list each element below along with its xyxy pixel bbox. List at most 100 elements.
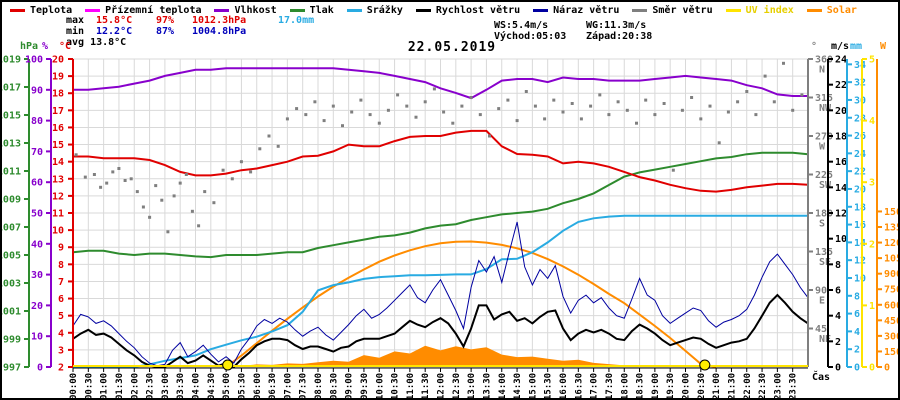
svg-text:1017: 1017: [2, 83, 21, 94]
svg-text:0: 0: [835, 363, 841, 374]
svg-text:14: 14: [854, 238, 866, 249]
svg-text:0: 0: [869, 363, 875, 374]
svg-text:16: 16: [52, 123, 64, 134]
svg-text:°: °: [811, 41, 817, 52]
svg-text:5: 5: [58, 311, 64, 322]
series-temperature: [73, 129, 809, 193]
series-wind-gust: [72, 221, 809, 367]
legend-item-vlhkost: Vlhkost: [214, 5, 277, 16]
legend-label-solar: Solar: [826, 5, 857, 16]
max-humidity: 97%: [156, 15, 175, 26]
svg-text:300: 300: [884, 331, 900, 342]
svg-text:4: 4: [58, 328, 64, 339]
svg-text:8: 8: [835, 260, 841, 271]
legend-item-teplota: Teplota: [10, 5, 72, 16]
legend-label-uv-index: UV index: [745, 5, 794, 16]
svg-text:11:00: 11:00: [406, 373, 416, 400]
svg-text:4: 4: [835, 311, 841, 322]
legend-item-srazky: Srážky: [346, 5, 403, 16]
legend-item-naraz-vetru: Náraz větru: [533, 5, 619, 16]
svg-text:08:30: 08:30: [329, 373, 339, 400]
sunrise-marker-icon: [222, 359, 234, 371]
svg-text:4: 4: [869, 116, 875, 127]
svg-text:270: 270: [815, 132, 833, 143]
svg-text:0: 0: [37, 363, 43, 374]
svg-text:70: 70: [31, 147, 43, 158]
svg-text:450: 450: [884, 316, 900, 327]
svg-text:8: 8: [58, 260, 64, 271]
svg-text:W: W: [819, 142, 826, 153]
svg-text:12:00: 12:00: [437, 373, 447, 400]
svg-text:45: 45: [815, 324, 827, 335]
svg-text:2: 2: [869, 239, 875, 250]
svg-text:1003: 1003: [2, 279, 21, 290]
svg-text:hPa: hPa: [20, 41, 38, 52]
legend-swatch-tlak: [289, 9, 305, 12]
svg-text:2: 2: [854, 345, 860, 356]
svg-text:180: 180: [815, 209, 833, 220]
svg-text:03:00: 03:00: [161, 373, 171, 400]
svg-text:06:00: 06:00: [253, 373, 263, 400]
svg-text:150: 150: [884, 347, 900, 358]
svg-text:11:30: 11:30: [421, 373, 431, 400]
max-pressure: 1012.3hPa: [192, 15, 247, 26]
legend-label-naraz-vetru: Náraz větru: [553, 5, 620, 16]
axis-uv: 5 4 3 2 1 0: [861, 55, 875, 374]
svg-text:30: 30: [854, 95, 866, 106]
svg-text:11: 11: [52, 209, 64, 220]
svg-text:3: 3: [869, 178, 875, 189]
sunrise-time: Východ:05:03: [494, 31, 567, 42]
svg-text:50: 50: [31, 209, 43, 220]
avg-temp: avg 13.8°C: [66, 37, 127, 48]
svg-text:21:30: 21:30: [727, 373, 737, 400]
svg-text:28: 28: [854, 113, 866, 124]
svg-text:16:30: 16:30: [574, 373, 584, 400]
gridlines: [73, 58, 808, 368]
svg-text:10: 10: [835, 234, 847, 245]
svg-text:15:30: 15:30: [544, 373, 554, 400]
svg-text:34: 34: [854, 60, 866, 71]
svg-text:18: 18: [854, 202, 866, 213]
svg-text:°C: °C: [59, 41, 71, 52]
svg-text:16: 16: [835, 157, 847, 168]
wind-gust-stat: WG:11.3m/s: [586, 20, 647, 31]
svg-text:18: 18: [52, 89, 64, 100]
svg-text:315: 315: [815, 93, 833, 104]
svg-text:40: 40: [31, 239, 43, 250]
legend-item-uv-index: UV index: [725, 5, 794, 16]
svg-text:16: 16: [854, 220, 866, 231]
svg-text:750: 750: [884, 285, 900, 296]
svg-text:05:30: 05:30: [237, 373, 247, 400]
svg-text:10:30: 10:30: [391, 373, 401, 400]
series-humidity: [73, 67, 808, 100]
svg-text:6: 6: [835, 286, 841, 297]
svg-text:10: 10: [52, 226, 64, 237]
chart-title: 22.05.2019: [407, 40, 497, 55]
svg-text:02:00: 02:00: [130, 373, 140, 400]
svg-text:19: 19: [52, 72, 64, 83]
sunset-marker-icon: [699, 359, 711, 371]
total-rain: 17.0mm: [278, 15, 315, 26]
svg-text:6: 6: [854, 309, 860, 320]
svg-text:13:30: 13:30: [482, 373, 492, 400]
svg-text:E: E: [819, 296, 825, 307]
legend-label-tlak: Tlak: [309, 5, 334, 16]
axis-time: 00:00 00:30 01:00 01:30 02:00 02:30 03:00 03:30…: [69, 367, 830, 400]
legend-swatch-teplota: [10, 9, 25, 12]
svg-text:09:30: 09:30: [360, 373, 370, 400]
svg-text:24: 24: [854, 149, 866, 160]
svg-text:12: 12: [854, 256, 866, 267]
svg-text:1001: 1001: [2, 307, 21, 318]
svg-text:14:30: 14:30: [513, 373, 523, 400]
series-rain-cumulative: [73, 214, 808, 368]
svg-text:NE: NE: [819, 334, 831, 345]
svg-text:3: 3: [58, 345, 64, 356]
svg-text:1500: 1500: [884, 207, 900, 218]
svg-text:13:00: 13:00: [467, 373, 477, 400]
svg-text:0: 0: [854, 363, 860, 374]
svg-text:5: 5: [869, 55, 875, 66]
